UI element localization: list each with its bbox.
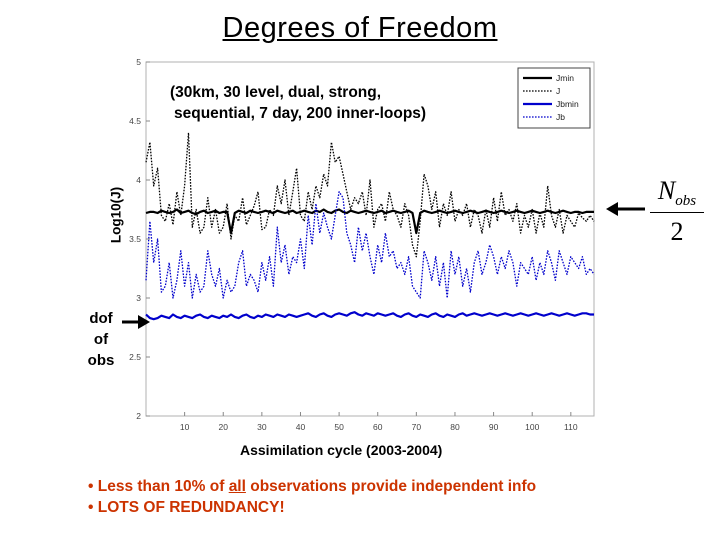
- chart-subtitle: (30km, 30 level, dual, strong, sequentia…: [170, 82, 426, 124]
- dof-line: dof: [89, 310, 113, 327]
- dof-line: obs: [87, 352, 115, 369]
- y-tick-label: 5: [136, 57, 141, 67]
- y-tick-label: 2.5: [129, 352, 141, 362]
- fraction-n: N: [657, 176, 676, 205]
- x-tick-label: 20: [219, 422, 229, 432]
- y-tick-label: 4: [136, 175, 141, 185]
- y-tick-label: 3: [136, 293, 141, 303]
- bullet-item: • Less than 10% of all observations prov…: [88, 476, 536, 497]
- subtitle-line-2: sequential, 7 day, 200 inner-loops): [174, 105, 427, 122]
- legend-label: Jbmin: [556, 99, 579, 109]
- series-line-jbmin: [145, 311, 594, 321]
- arrow-icon: [122, 315, 150, 329]
- bullet-text: LOTS OF REDUNDANCY!: [97, 499, 285, 516]
- x-axis-label: Assimilation cycle (2003-2004): [240, 442, 443, 458]
- x-tick-label: 70: [412, 422, 422, 432]
- x-tick-label: 10: [180, 422, 190, 432]
- legend-label: Jb: [556, 112, 565, 122]
- x-tick-label: 90: [489, 422, 499, 432]
- bullet-text: observations provide independent info: [245, 478, 537, 495]
- bullet-emphasis: all: [228, 478, 246, 495]
- fraction-denominator: 2: [670, 217, 684, 247]
- nobs-fraction: Nobs 2: [650, 176, 704, 247]
- series-line-jb: [145, 191, 595, 299]
- x-tick-label: 60: [373, 422, 383, 432]
- bullet-list: • Less than 10% of all observations prov…: [88, 476, 536, 518]
- x-tick-label: 110: [564, 422, 578, 432]
- bullet-item: • LOTS OF REDUNDANCY!: [88, 497, 536, 518]
- x-tick-label: 30: [257, 422, 267, 432]
- bullet-text: Less than 10% of: [97, 478, 229, 495]
- x-tick-label: 100: [525, 422, 539, 432]
- legend-label: J: [556, 86, 560, 96]
- bullet-marker: •: [88, 478, 94, 495]
- y-axis-label: Log10(J): [108, 186, 124, 244]
- x-tick-label: 50: [334, 422, 344, 432]
- series-line-jmin: [145, 208, 594, 235]
- dof-line: of: [93, 331, 109, 348]
- bullet-marker: •: [88, 499, 94, 516]
- legend-label: Jmin: [556, 73, 574, 83]
- x-tick-label: 80: [450, 422, 460, 432]
- x-tick-label: 40: [296, 422, 306, 432]
- y-tick-label: 2: [136, 411, 141, 421]
- subtitle-line-1: (30km, 30 level, dual, strong,: [170, 84, 382, 101]
- series-line-j: [145, 132, 595, 258]
- fraction-numerator: Nobs: [650, 176, 704, 214]
- y-tick-label: 4.5: [129, 116, 141, 126]
- dof-annotation: dof of obs: [82, 308, 120, 371]
- arrow-icon: [606, 202, 645, 216]
- slide-title: Degrees of Freedom: [222, 12, 498, 44]
- y-tick-label: 3.5: [129, 234, 141, 244]
- legend: Jmin J Jbmin Jb: [517, 67, 591, 129]
- fraction-subscript: obs: [675, 193, 697, 210]
